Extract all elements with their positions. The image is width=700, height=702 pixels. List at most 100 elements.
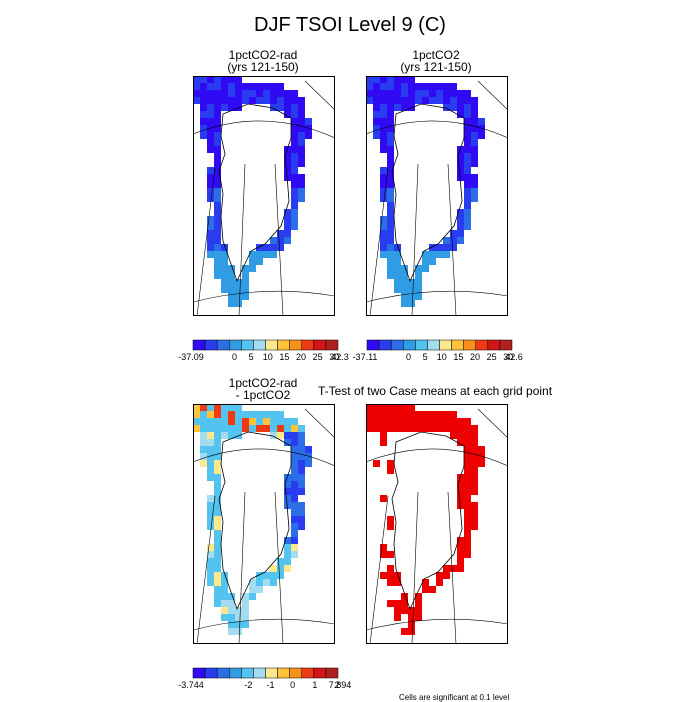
map2-grid-cell [387,216,394,223]
map4-grid-cell [464,516,471,523]
map4-cells [366,404,485,635]
map1-grid-cell [228,97,235,104]
colorbar1-color-box [192,339,206,351]
map1-grid-cell [200,132,207,139]
map2-grid-cell [373,90,380,97]
map4-grid-cell [422,418,429,425]
map1-grid-cell [298,160,305,167]
map3-grid-cell [207,404,214,411]
map2-grid-cell [422,251,429,258]
map2-grid-cell [373,118,380,125]
map4-grid-cell [387,565,394,572]
map3-meridian [238,491,246,644]
map2-grid-cell [457,237,464,244]
map2-grid-cell [401,272,408,279]
map4-grid-cell [408,621,415,628]
map1-grid-cell [207,167,214,174]
map1-meridian [196,167,216,316]
map3-grid-cell [284,565,291,572]
map1-grid-cell [207,174,214,181]
map4-grid-cell [464,523,471,530]
map4-grid-cell [471,446,478,453]
colorbar1-color-box [325,339,339,351]
map3-grid-cell [270,579,277,586]
map4-grid-cell [387,404,394,411]
colorbar2-tick-label: 42.6 [505,352,523,362]
colorbar2-tick-label: 20 [470,352,480,362]
map1-grid-cell [277,237,284,244]
panel4-title: T-Test of two Case means at each grid po… [300,385,570,397]
map3-grid-cell [200,418,207,425]
map1-grid-cell [214,230,221,237]
map1-grid-cell [284,111,291,118]
map3-grid-cell [200,432,207,439]
map2-grid-cell [366,97,373,104]
map2-grid-cell [443,97,450,104]
map4-meridian [369,495,389,644]
colorbar2-tick-label: 10 [437,352,447,362]
map4-grid-cell [436,579,443,586]
map2-grid-cell [443,237,450,244]
colorbar2-color-box [487,339,501,351]
map4-grid-cell [408,418,415,425]
colorbar3-color-box [325,667,339,679]
colorbar1-color-box [289,339,302,351]
map4-meridian [411,491,419,644]
map2-grid-cell [380,230,387,237]
map2-grid-cell [429,258,436,265]
map3-grid-cell [249,579,256,586]
map1-grid-cell [242,286,249,293]
map3-grid-cell [242,600,249,607]
map1-grid-cell [200,118,207,125]
map2-grid-cell [429,83,436,90]
map2-grid-cell [366,83,373,90]
map2-grid-cell [380,83,387,90]
map2-grid-cell [387,104,394,111]
map1-meridian [304,80,335,111]
map2-grid-cell [457,104,464,111]
map-panel-1pctco2-rad [193,76,335,316]
map3-grid-cell [277,425,284,432]
map3-grid-cell [291,432,298,439]
colorbar3-color-box [313,667,327,679]
map2-meridian [411,163,419,316]
map1-grid-cell [298,146,305,153]
colorbar3-color-box [229,667,242,679]
map3-grid-cell [214,502,221,509]
map4-grid-cell [380,418,387,425]
map3-grid-cell [221,404,228,411]
map2-grid-cell [464,146,471,153]
map1-grid-cell [284,153,291,160]
map1-grid-cell [214,76,221,83]
significance-footnote: Cells are significant at 0.1 level [399,693,510,702]
map1-grid-cell [207,83,214,90]
map4-grid-cell [443,565,450,572]
map2-grid-cell [422,258,429,265]
map4-grid-cell [464,488,471,495]
map1-grid-cell [277,90,284,97]
map3-grid-cell [242,607,249,614]
map4-grid-cell [450,565,457,572]
map2-grid-cell [415,265,422,272]
map4-grid-cell [464,425,471,432]
map4-grid-cell [394,418,401,425]
map4-grid-cell [415,614,422,621]
map2-grid-cell [415,272,422,279]
map4-grid-cell [457,418,464,425]
map3-grid-cell [305,453,312,460]
map3-grid-cell [291,467,298,474]
map4-grid-cell [471,425,478,432]
map3-grid-cell [235,404,242,411]
map2-grid-cell [401,76,408,83]
map4-grid-cell [380,544,387,551]
map4-grid-cell [401,411,408,418]
map1-grid-cell [284,90,291,97]
colorbar1-color-box [253,339,266,351]
map1-grid-cell [193,76,200,83]
map2-grid-cell [408,300,415,307]
map2-grid-cell [380,97,387,104]
map2-grid-cell [387,167,394,174]
map3-grid-cell [214,453,221,460]
colorbar3-color-box [253,667,266,679]
map4-grid-cell [464,439,471,446]
